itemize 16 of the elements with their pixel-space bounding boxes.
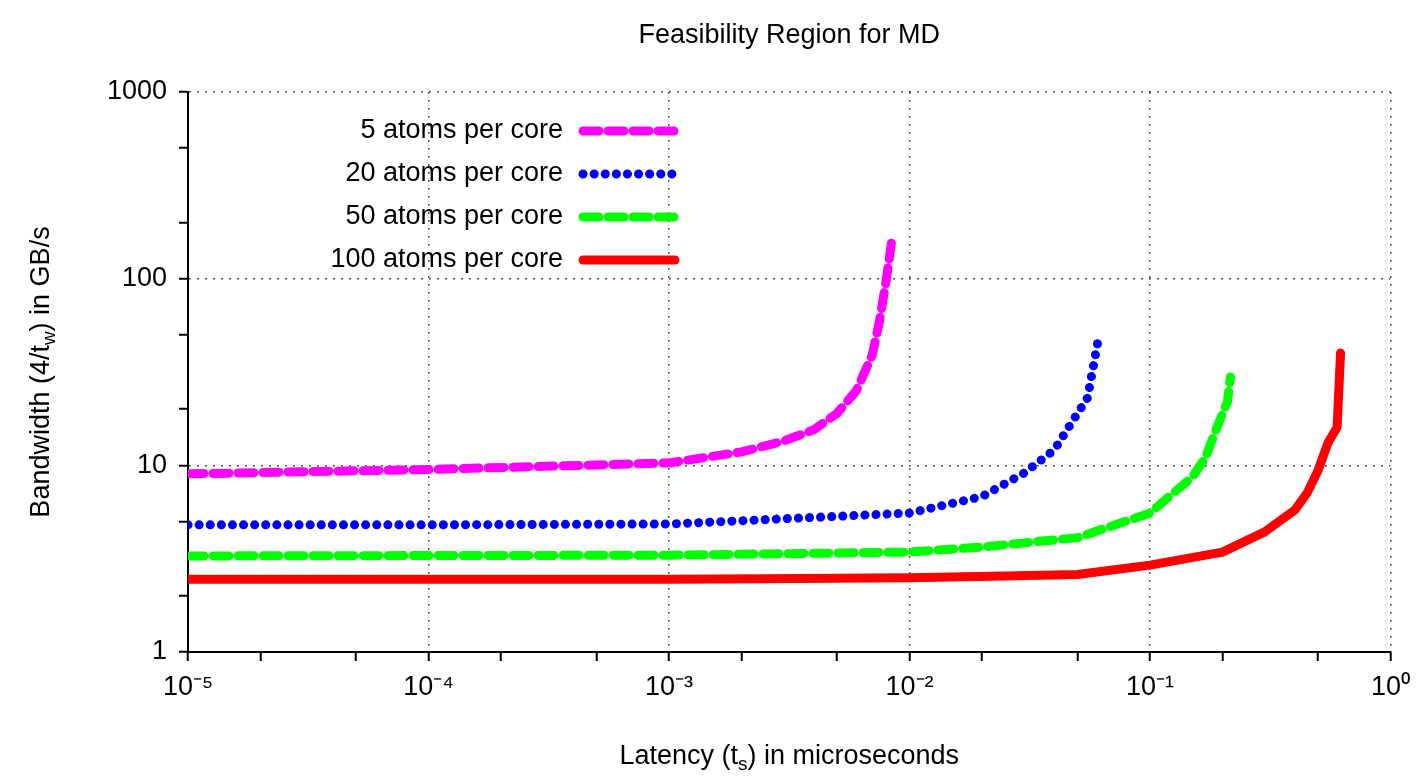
x-tick-label: 10⁻⁴ — [403, 670, 454, 701]
legend-label: 100 atoms per core — [330, 243, 563, 274]
x-tick-label: 10⁰ — [1370, 670, 1411, 701]
x-tick-label: 10⁻⁵ — [162, 670, 214, 701]
y-axis-title: Bandwidth (4/tw) in GB/s — [25, 226, 60, 518]
x-tick-label: 10⁻¹ — [1125, 670, 1174, 701]
y-tick-label: 1 — [151, 635, 167, 666]
chart-title: Feasibility Region for MD — [638, 19, 941, 50]
x-tick-label: 10⁻² — [885, 670, 934, 701]
x-tick-label: 10⁻³ — [644, 670, 694, 701]
y-tick-label: 100 — [121, 262, 167, 293]
legend-label: 5 atoms per core — [360, 114, 563, 145]
y-tick-label: 10 — [136, 448, 167, 479]
legend-label: 20 atoms per core — [345, 157, 563, 188]
y-tick-label: 1000 — [106, 75, 167, 106]
legend-label: 50 atoms per core — [345, 200, 563, 231]
